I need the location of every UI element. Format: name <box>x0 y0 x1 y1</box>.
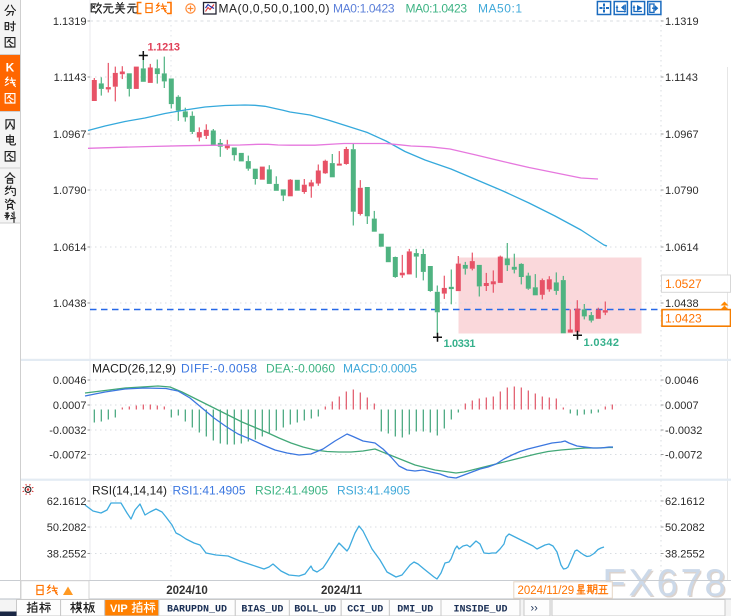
svg-text:RSI2:41.4905: RSI2:41.4905 <box>255 484 328 498</box>
svg-text:50.2082: 50.2082 <box>665 522 705 534</box>
svg-text:62.1612: 62.1612 <box>665 496 705 508</box>
svg-text:1.1213: 1.1213 <box>148 42 181 54</box>
svg-text:K: K <box>6 61 15 75</box>
svg-text:1.0423: 1.0423 <box>665 312 702 326</box>
svg-text:CCI_UD: CCI_UD <box>347 605 383 616</box>
svg-text:1.0614: 1.0614 <box>665 242 699 254</box>
svg-text:DIFF:-0.0058: DIFF:-0.0058 <box>181 362 257 376</box>
svg-text:MACD(26,12,9): MACD(26,12,9) <box>92 362 176 376</box>
svg-text:38.2552: 38.2552 <box>47 549 87 561</box>
svg-text:MA(0,0,50,0,100,0): MA(0,0,50,0,100,0) <box>219 2 330 16</box>
svg-text:MA50:1: MA50:1 <box>478 2 522 16</box>
svg-text:MACD:0.0005: MACD:0.0005 <box>343 362 417 376</box>
svg-text:VIP: VIP <box>110 603 128 615</box>
svg-text:MA0:1.0423: MA0:1.0423 <box>406 2 468 16</box>
svg-text:1.1143: 1.1143 <box>665 72 698 84</box>
svg-text:0.0046: 0.0046 <box>665 375 699 387</box>
svg-text:1.0331: 1.0331 <box>444 338 476 350</box>
svg-text:1.0342: 1.0342 <box>584 337 620 349</box>
svg-text:1.0438: 1.0438 <box>53 298 87 310</box>
svg-text:2024/10: 2024/10 <box>166 585 208 597</box>
svg-text:1.1143: 1.1143 <box>54 72 87 84</box>
svg-text:62.1612: 62.1612 <box>47 496 87 508</box>
svg-text:DMI_UD: DMI_UD <box>397 605 433 616</box>
svg-text:38.2552: 38.2552 <box>665 549 705 561</box>
svg-text:RSI(14,14,14): RSI(14,14,14) <box>92 484 167 498</box>
svg-text:BOLL_UD: BOLL_UD <box>294 605 336 616</box>
svg-text:2024/11: 2024/11 <box>321 585 363 597</box>
svg-text:1.0790: 1.0790 <box>665 185 699 197</box>
svg-text:1.0790: 1.0790 <box>53 185 87 197</box>
svg-text:-0.0032: -0.0032 <box>49 425 86 437</box>
svg-text:50.2082: 50.2082 <box>47 522 87 534</box>
svg-text:1.0967: 1.0967 <box>53 129 87 141</box>
svg-text:1.1319: 1.1319 <box>53 16 87 28</box>
svg-text:››: ›› <box>531 603 539 615</box>
svg-text:0.0046: 0.0046 <box>53 375 87 387</box>
svg-text:DEA:-0.0060: DEA:-0.0060 <box>266 362 335 376</box>
svg-text:-0.0032: -0.0032 <box>665 425 702 437</box>
svg-text:2024/11/29: 2024/11/29 <box>518 585 575 597</box>
svg-text:-0.0072: -0.0072 <box>665 450 702 462</box>
svg-text:RSI3:41.4905: RSI3:41.4905 <box>337 484 410 498</box>
svg-text:INSIDE_UD: INSIDE_UD <box>453 605 507 616</box>
svg-text:RSI1:41.4905: RSI1:41.4905 <box>173 484 246 498</box>
svg-text:0.0007: 0.0007 <box>53 400 87 412</box>
svg-text:0.0007: 0.0007 <box>665 400 699 412</box>
svg-text:MA0:1.0423: MA0:1.0423 <box>333 2 395 16</box>
svg-text:-0.0072: -0.0072 <box>49 450 86 462</box>
svg-text:1.0527: 1.0527 <box>665 277 702 291</box>
svg-text:FX678: FX678 <box>603 563 729 605</box>
svg-text:BARUPDN_UD: BARUPDN_UD <box>167 605 227 616</box>
svg-text:1.0614: 1.0614 <box>53 242 87 254</box>
svg-text:1.1319: 1.1319 <box>665 16 699 28</box>
svg-text:BIAS_UD: BIAS_UD <box>241 605 283 616</box>
svg-text:1.0438: 1.0438 <box>665 298 699 310</box>
svg-text:1.0967: 1.0967 <box>665 129 699 141</box>
